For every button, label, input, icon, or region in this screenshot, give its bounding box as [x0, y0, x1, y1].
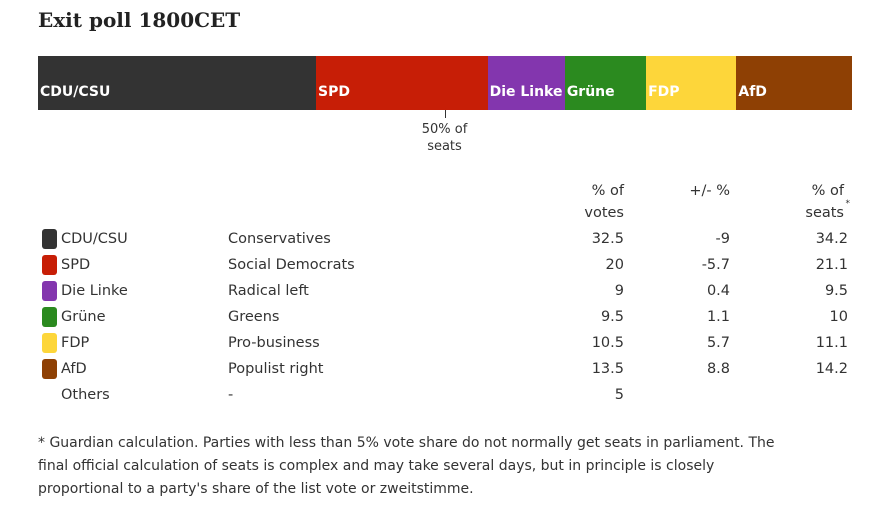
bar-segment: CDU/CSU: [38, 56, 317, 110]
cell-change: 5.7: [706, 335, 730, 351]
bar-segment: Die Linke: [487, 56, 565, 110]
cell-change: 0.4: [706, 283, 730, 299]
party-name: Die Linke: [61, 283, 128, 299]
marker-tick: [444, 110, 446, 118]
bar-label: CDU/CSU: [40, 84, 111, 100]
swatch: [42, 281, 57, 301]
bar-label: Die Linke: [489, 84, 563, 100]
bar-segment: FDP: [646, 56, 737, 110]
bar-label: FDP: [648, 84, 680, 100]
party-description: Populist right: [228, 361, 324, 377]
cell-seats: 34.2: [815, 231, 848, 247]
cell-votes: 9.5: [600, 309, 624, 325]
bar-segment: Grüne: [564, 56, 647, 110]
swatch: [42, 229, 57, 249]
party-description: Conservatives: [228, 231, 331, 247]
cell-change: -5.7: [701, 257, 730, 273]
bar-label: AfD: [738, 84, 767, 100]
cell-change: 1.1: [706, 309, 730, 325]
party-name: SPD: [61, 257, 91, 273]
cell-seats: 14.2: [815, 361, 848, 377]
cell-change: 8.8: [706, 361, 730, 377]
party-description: Pro-business: [228, 335, 320, 351]
bar-segment: AfD: [736, 56, 852, 110]
bar-segment: SPD: [316, 56, 488, 110]
party-description: Greens: [228, 309, 280, 325]
cell-seats: 9.5: [824, 283, 848, 299]
swatch: [42, 333, 57, 353]
cell-votes: 5: [614, 387, 624, 403]
party-name: Grüne: [61, 309, 106, 325]
header-votes: % of votes: [584, 183, 624, 221]
cell-votes: 13.5: [591, 361, 624, 377]
cell-seats: 11.1: [815, 335, 848, 351]
bar-label: SPD: [318, 84, 350, 100]
bar-label: Grüne: [566, 84, 615, 100]
cell-seats: 10: [829, 309, 848, 325]
cell-change: -9: [715, 231, 730, 247]
party-name: AfD: [61, 361, 87, 377]
cell-votes: 32.5: [591, 231, 624, 247]
footnote: * Guardian calculation. Parties with les…: [38, 435, 775, 497]
header-change: +/- %: [689, 183, 730, 199]
header-seats-text: % of seats: [805, 183, 844, 221]
party-description: -: [228, 387, 234, 403]
note-mark: *: [845, 199, 851, 209]
cell-votes: 20: [605, 257, 624, 273]
cell-votes: 10.5: [591, 335, 624, 351]
title: Exit poll 1800CET: [38, 8, 241, 32]
party-name: CDU/CSU: [61, 231, 128, 247]
swatch: [42, 307, 57, 327]
marker-label: 50% of seats: [421, 122, 468, 154]
header-seats: % of seats *: [790, 180, 850, 224]
cell-seats: 21.1: [815, 257, 848, 273]
party-name: FDP: [61, 335, 90, 351]
cell-votes: 9: [614, 283, 624, 299]
party-description: Social Democrats: [228, 257, 355, 273]
party-description: Radical left: [228, 283, 309, 299]
swatch: [42, 255, 57, 275]
party-name: Others: [61, 387, 110, 403]
swatch: [42, 359, 57, 379]
